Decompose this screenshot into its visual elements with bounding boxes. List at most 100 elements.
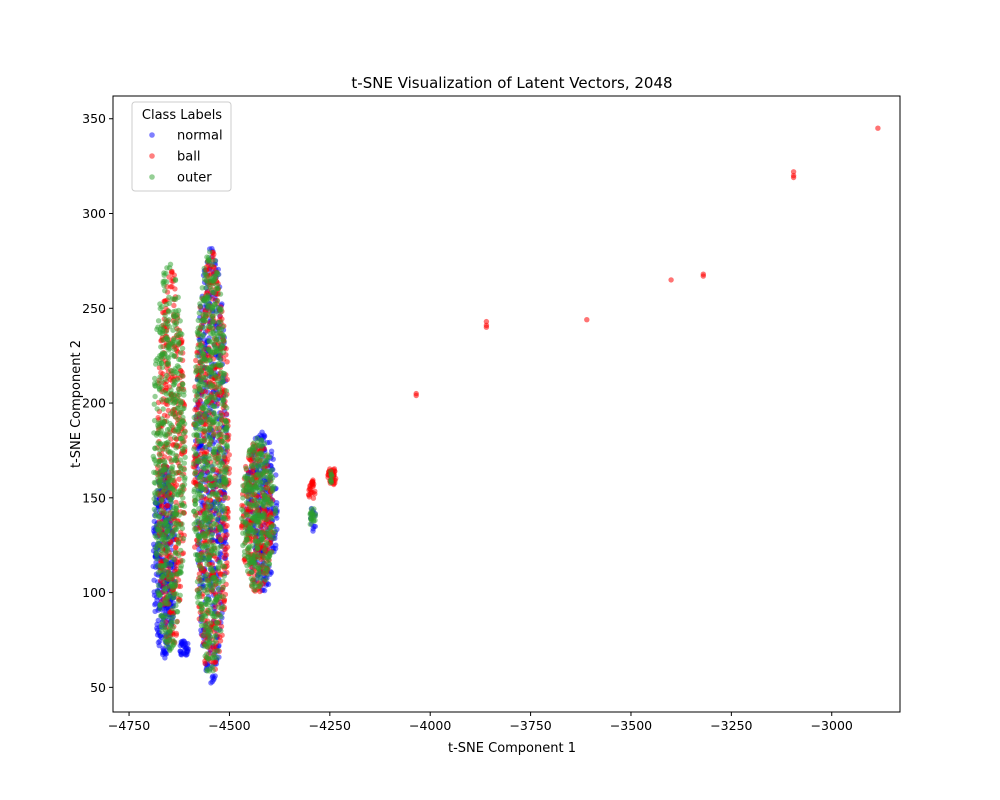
point-outer — [171, 346, 177, 352]
point-outer — [212, 457, 218, 463]
point-ball — [239, 502, 245, 509]
point-outer — [216, 560, 223, 566]
point-outer — [217, 389, 223, 395]
point-outer — [159, 351, 165, 357]
point-outer — [208, 620, 214, 626]
point-outer — [263, 577, 269, 583]
point-outer — [205, 503, 211, 510]
point-outer — [209, 514, 216, 520]
point-outer — [261, 560, 268, 566]
point-outer — [174, 395, 180, 401]
point-outer — [174, 315, 180, 321]
point-outer — [204, 433, 210, 439]
point-outer — [163, 328, 169, 335]
point-ball — [223, 546, 229, 552]
point-outer — [210, 330, 216, 336]
point-outer — [211, 277, 217, 284]
point-outer — [211, 520, 217, 527]
point-outer — [157, 442, 163, 448]
point-outer — [150, 453, 156, 460]
point-outer — [207, 383, 213, 390]
point-outer — [155, 318, 162, 324]
point-outer — [207, 629, 214, 635]
point-outer — [224, 421, 230, 427]
point-outer — [211, 633, 217, 640]
point-outer — [211, 431, 217, 437]
point-outer — [211, 273, 217, 280]
point-outer — [198, 473, 204, 479]
point-outer — [207, 348, 214, 354]
point-outer — [219, 375, 225, 381]
point-ball — [305, 492, 312, 498]
point-outer — [222, 434, 228, 440]
point-outer — [206, 577, 212, 583]
point-outer — [166, 524, 172, 531]
point-outer — [308, 517, 314, 523]
point-outer — [203, 365, 210, 371]
point-outer — [175, 539, 181, 545]
point-outer — [198, 579, 205, 585]
point-outer — [249, 569, 255, 575]
point-outer — [212, 258, 218, 264]
point-outer — [218, 416, 225, 422]
point-outer — [169, 485, 175, 491]
point-outer — [214, 550, 221, 556]
point-outer — [157, 542, 164, 549]
point-outer — [170, 327, 176, 333]
point-outer — [201, 587, 208, 593]
point-outer — [212, 598, 218, 605]
point-outer — [157, 447, 163, 453]
point-outer — [220, 594, 226, 600]
point-outer — [180, 381, 186, 387]
point-outer — [216, 482, 223, 489]
point-outer — [168, 477, 174, 483]
point-outer — [168, 457, 175, 463]
point-ball — [790, 169, 797, 175]
point-outer — [222, 485, 228, 491]
point-ball — [192, 544, 198, 550]
points-layer — [150, 125, 881, 686]
point-outer — [210, 640, 216, 646]
point-outer — [162, 288, 168, 294]
point-outer — [221, 573, 227, 579]
point-outer — [219, 461, 226, 468]
point-outer — [240, 519, 246, 525]
x-axis: −4750 −4500 −4250 −4000 −3750 −3500 −3250 −3000 — [108, 712, 853, 733]
point-outer — [211, 372, 218, 378]
point-outer — [201, 356, 207, 362]
point-outer — [250, 486, 257, 493]
point-ball — [224, 532, 230, 538]
point-outer — [219, 397, 225, 403]
point-outer — [196, 506, 202, 512]
point-outer — [198, 485, 204, 491]
point-outer — [201, 381, 208, 387]
point-outer — [250, 443, 256, 450]
point-outer — [171, 352, 177, 359]
point-outer — [254, 546, 260, 552]
point-outer — [204, 571, 210, 578]
point-outer — [163, 550, 169, 556]
point-outer — [222, 516, 229, 522]
point-outer — [161, 446, 167, 452]
point-outer — [209, 531, 215, 538]
point-outer — [254, 435, 260, 441]
point-outer — [181, 388, 187, 395]
point-outer — [155, 582, 162, 589]
point-outer — [159, 482, 166, 488]
point-outer — [179, 345, 186, 352]
point-outer — [205, 597, 211, 603]
point-outer — [158, 624, 165, 631]
point-ball — [173, 562, 180, 569]
point-outer — [180, 495, 186, 501]
point-outer — [209, 305, 216, 311]
point-outer — [217, 356, 224, 363]
point-outer — [191, 446, 197, 452]
point-outer — [165, 308, 172, 314]
point-outer — [180, 510, 186, 516]
point-outer — [243, 513, 250, 519]
point-outer — [222, 477, 228, 483]
point-outer — [175, 405, 182, 411]
point-outer — [197, 534, 203, 540]
point-outer — [151, 430, 157, 436]
x-tick-label: −3500 — [610, 718, 652, 733]
